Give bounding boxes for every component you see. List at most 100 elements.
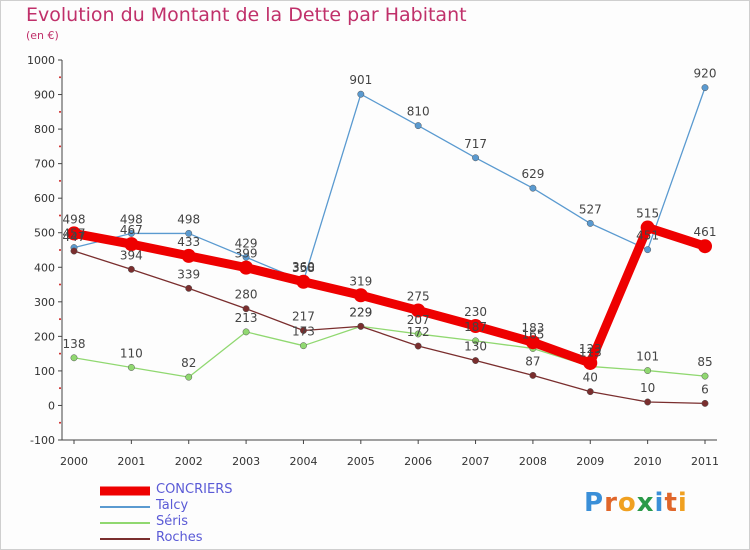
series-0-label-0: 498 xyxy=(63,212,86,226)
y-minor-dot-6 xyxy=(59,214,61,217)
series-2-label-4: 173 xyxy=(292,325,315,339)
series-2-point-1 xyxy=(127,364,135,371)
series-1-point-8 xyxy=(529,184,537,192)
series-2-label-11: 85 xyxy=(697,355,712,369)
logo-letter: r xyxy=(604,488,618,518)
x-tick-label-2: 2002 xyxy=(175,455,203,468)
y-tick-label-4: 300 xyxy=(34,296,55,309)
x-tick-label-1: 2001 xyxy=(117,455,145,468)
series-0-point-6 xyxy=(411,303,426,318)
series-2-label-8: 165 xyxy=(521,327,544,341)
series-3-point-5 xyxy=(357,322,365,330)
y-minor-dot-0 xyxy=(59,421,61,424)
y-minor-dot-7 xyxy=(59,179,61,182)
series-2-point-10 xyxy=(644,367,652,375)
series-2-point-6 xyxy=(414,330,422,338)
series-0-label-4: 358 xyxy=(292,261,315,275)
x-tick-label-11: 2011 xyxy=(691,455,719,468)
x-tick-label-9: 2009 xyxy=(576,455,604,468)
series-3-point-2 xyxy=(185,284,193,292)
series-0-point-3 xyxy=(239,260,254,275)
series-0-label-10: 515 xyxy=(636,207,659,221)
legend-label-0: CONCRIERS xyxy=(156,482,233,497)
series-0-label-8: 183 xyxy=(521,321,544,335)
y-tick-label-9: 800 xyxy=(34,123,55,136)
series-0-point-4 xyxy=(296,274,311,289)
series-1-label-2: 498 xyxy=(177,212,200,226)
series-0-label-11: 461 xyxy=(694,225,717,239)
x-tick-label-3: 2003 xyxy=(232,455,260,468)
series-3-label-1: 394 xyxy=(120,248,143,262)
series-0-point-7 xyxy=(468,319,483,333)
series-2-point-2 xyxy=(185,373,193,381)
x-tick-label-8: 2008 xyxy=(519,455,547,468)
series-2-label-6: 207 xyxy=(407,313,430,327)
y-tick-label-11: 1000 xyxy=(27,54,55,67)
series-3-label-9: 40 xyxy=(583,371,598,385)
series-3-label-5: 229 xyxy=(349,305,372,319)
series-3-point-3 xyxy=(242,305,250,313)
series-2-label-3: 213 xyxy=(235,311,258,325)
series-1-point-7 xyxy=(472,154,479,162)
series-3-label-8: 87 xyxy=(525,354,540,368)
series-layer xyxy=(67,84,712,407)
series-0-label-9: 123 xyxy=(579,342,602,356)
series-2-label-5: 229 xyxy=(349,305,372,319)
legend xyxy=(100,486,150,540)
series-0-label-5: 319 xyxy=(349,274,372,288)
series-3-point-4 xyxy=(300,327,307,334)
legend-label-3: Roches xyxy=(156,530,203,545)
series-line-2 xyxy=(73,325,706,378)
series-3-label-0: 447 xyxy=(63,230,86,244)
y-tick-label-2: 100 xyxy=(34,365,55,378)
series-2-label-0: 138 xyxy=(63,337,86,351)
series-2-point-7 xyxy=(472,337,479,345)
series-0-point-2 xyxy=(181,248,196,263)
series-2-point-0 xyxy=(70,354,78,362)
series-0-label-6: 275 xyxy=(407,289,430,303)
series-3-label-3: 280 xyxy=(235,288,258,302)
series-3-label-4: 217 xyxy=(292,309,315,323)
series-3-label-2: 339 xyxy=(177,267,200,281)
series-2-label-10: 101 xyxy=(636,350,659,364)
series-1-point-5 xyxy=(357,90,365,98)
series-1-point-3 xyxy=(242,253,250,261)
logo-letter: x xyxy=(636,488,655,518)
series-0-label-1: 467 xyxy=(120,223,143,237)
series-1-label-0: 457 xyxy=(63,227,86,241)
logo-letter: t xyxy=(664,488,678,518)
x-tick-label-5: 2005 xyxy=(347,455,375,468)
series-3-point-11 xyxy=(701,399,709,407)
series-line-1 xyxy=(73,86,706,282)
series-2-point-11 xyxy=(701,372,709,380)
y-minor-dot-2 xyxy=(59,352,61,355)
series-1-point-2 xyxy=(185,229,193,237)
y-tick-label-3: 200 xyxy=(34,330,55,343)
proxiti-logo: Proxiti xyxy=(584,488,688,518)
series-line-0 xyxy=(69,223,710,368)
series-0-label-7: 230 xyxy=(464,305,487,319)
y-minor-dot-5 xyxy=(59,249,61,251)
series-1-point-1 xyxy=(127,229,135,237)
x-tick-label-7: 2007 xyxy=(462,455,490,468)
legend-label-2: Séris xyxy=(156,514,188,529)
y-tick-label-8: 700 xyxy=(34,158,55,171)
series-1-label-3: 429 xyxy=(235,236,258,250)
series-3-label-10: 10 xyxy=(640,381,655,395)
y-tick-label-1: 0 xyxy=(48,399,55,412)
series-2-label-9: 113 xyxy=(579,345,602,359)
series-2-label-7: 187 xyxy=(464,320,487,334)
y-minor-dot-10 xyxy=(59,76,61,79)
x-tick-label-4: 2004 xyxy=(289,455,317,468)
series-0-point-10 xyxy=(640,220,655,235)
y-tick-label-10: 900 xyxy=(34,89,55,102)
series-2-point-4 xyxy=(300,342,307,350)
series-2-label-1: 110 xyxy=(120,346,143,360)
series-1-label-7: 717 xyxy=(464,137,487,151)
series-1-label-1: 498 xyxy=(120,212,143,226)
series-1-label-8: 629 xyxy=(521,167,544,181)
axes: -100 0 100 200 300 400 500 600 700 800 900 1000 2000… xyxy=(27,54,719,468)
series-0-point-0 xyxy=(67,226,81,241)
series-0-point-8 xyxy=(525,335,540,350)
